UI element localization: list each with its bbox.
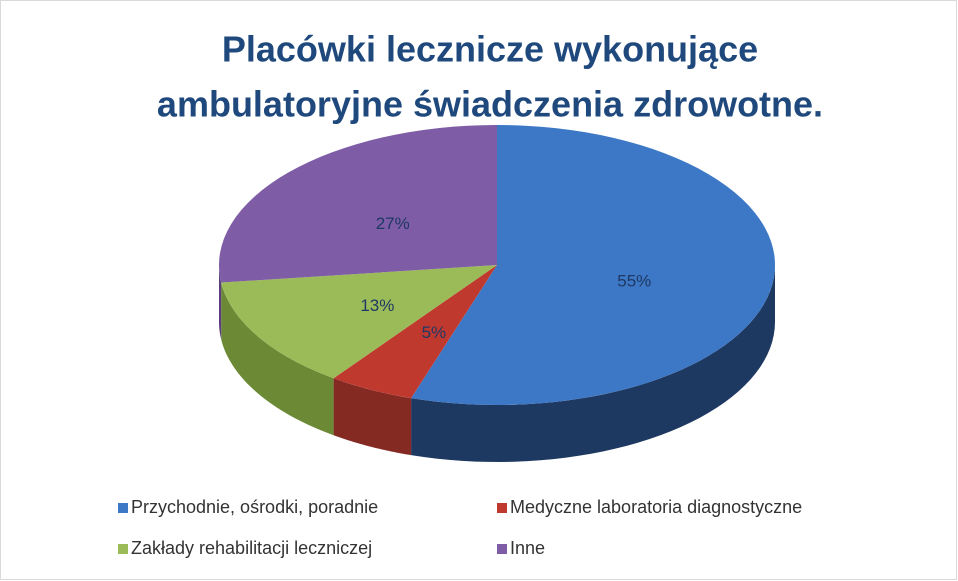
chart-title: ambulatoryjne świadczenia zdrowotne. — [157, 84, 823, 125]
slice-side — [411, 265, 775, 462]
legend-swatch — [497, 503, 507, 513]
legend-label: Inne — [510, 538, 545, 558]
legend-swatch — [118, 544, 128, 554]
data-label: 13% — [360, 296, 394, 315]
slice — [411, 125, 775, 405]
slice-side — [333, 378, 412, 456]
slice — [221, 265, 497, 379]
data-label: 27% — [376, 214, 410, 233]
slice — [333, 265, 497, 399]
data-label: 5% — [422, 323, 447, 342]
legend-swatch — [497, 544, 507, 554]
data-label: 55% — [617, 271, 651, 290]
legend-label: Przychodnie, ośrodki, poradnie — [131, 497, 378, 517]
legend-label: Zakłady rehabilitacji leczniczej — [131, 538, 372, 558]
slice — [218, 125, 497, 283]
slice-side — [221, 282, 334, 436]
legend-label: Medyczne laboratoria diagnostyczne — [510, 497, 802, 517]
slice-side — [219, 265, 222, 340]
chart-title: Placówki lecznicze wykonujące — [222, 29, 758, 70]
legend-swatch — [118, 503, 128, 513]
